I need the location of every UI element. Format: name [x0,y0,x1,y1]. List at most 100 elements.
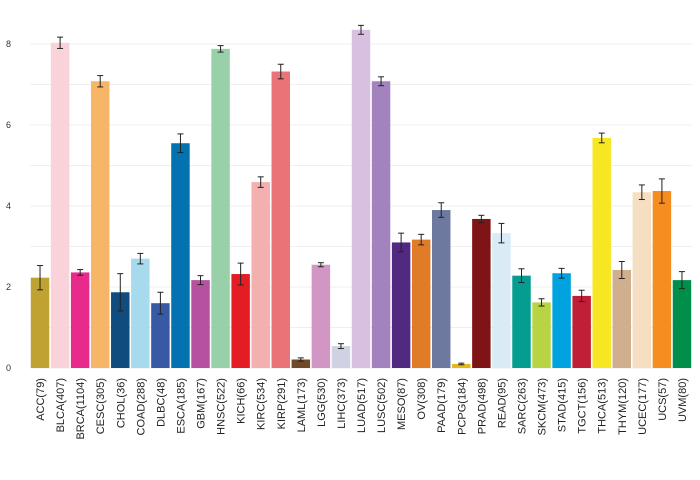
bar [512,275,531,368]
x-tick-label: ESCA(185) [175,378,187,434]
bar [231,274,250,368]
x-tick-label: UCS(57) [657,378,669,421]
error-bar [277,63,284,80]
y-axis-ticks: 0 2 4 6 8 [6,39,11,373]
error-bar [478,214,485,224]
x-tick-label: BLCA(407) [55,378,67,432]
x-tick-label: PAAD(179) [436,378,448,433]
bar [592,137,611,368]
bar [311,264,331,368]
x-tick-label: KICH(66) [236,378,248,424]
bar [411,239,431,368]
error-bar [538,298,545,307]
bar [391,242,411,368]
bar [191,280,210,368]
x-tick-label: HNSC(522) [216,378,228,435]
x-tick-label: GBM(167) [196,378,208,429]
y-tick-label: 0 [6,363,11,373]
bar [612,269,632,368]
x-tick-label: LGG(530) [316,378,328,427]
x-tick-label: BRCA(1104) [75,378,87,440]
bar [532,302,551,368]
bar [371,81,391,368]
error-bars [37,24,685,366]
error-bar [77,269,84,276]
error-bar [558,267,565,279]
bar [652,191,672,368]
x-tick-label: LIHC(373) [336,378,348,429]
error-bar [57,36,64,49]
x-tick-label: READ(95) [496,378,508,428]
bar [151,303,170,368]
x-tick-label: DLBC(48) [155,378,167,427]
error-bar [418,233,425,246]
error-bar [618,260,625,279]
bar [331,346,351,368]
error-bar [177,133,184,154]
x-tick-label: PRAD(498) [476,378,488,434]
bar [432,210,451,368]
x-tick-label: KIRC(534) [256,378,268,430]
error-bar [217,45,224,53]
error-bar [317,262,324,268]
x-tick-label: CHOL(36) [115,378,127,428]
x-tick-label: TGCT(156) [577,378,589,434]
error-bar [237,262,244,286]
error-bar [297,357,304,362]
x-tick-label: COAD(288) [135,378,147,435]
error-bar [498,222,505,244]
bar [271,71,290,368]
error-bar [197,275,204,286]
bar [291,359,311,368]
x-tick-label: STAD(415) [557,378,569,432]
error-bar [358,24,364,35]
x-tick-label: LAML(173) [296,378,308,432]
x-tick-label: OV(308) [416,378,428,420]
x-tick-label: THCA(513) [597,378,609,434]
bar [50,42,70,368]
y-tick-label: 8 [6,39,11,49]
error-bar [97,75,104,88]
x-tick-label: MESO(87) [396,378,408,430]
bar [552,273,571,368]
error-bar [157,291,164,315]
y-tick-label: 2 [6,282,11,292]
bar [572,295,591,368]
error-bar [658,178,665,204]
error-bar [598,132,605,144]
bar [111,292,130,368]
bars [30,29,692,369]
x-tick-label: SKCM(473) [537,378,549,435]
error-bar [117,273,124,312]
x-tick-label: KIRP(291) [276,378,288,429]
bar [472,218,491,368]
error-bar [518,268,525,284]
error-bar [398,232,405,253]
x-tick-label: LUSC(502) [376,378,388,433]
bar [171,143,190,368]
x-tick-label: CESC(305) [95,378,107,434]
error-bar [678,271,685,290]
y-tick-label: 6 [6,120,11,130]
x-tick-label: THYM(120) [617,378,629,435]
bar [70,272,90,368]
bar [131,258,150,368]
x-tick-label: ACC(79) [35,378,47,421]
x-tick-label: PCPG(184) [456,378,468,435]
bar [632,192,652,368]
x-tick-label: LUAD(517) [356,378,368,433]
error-bar [578,289,585,303]
error-bar [638,184,645,201]
error-bar [257,176,264,188]
error-bar [458,362,465,366]
bar [492,233,511,368]
bar [30,277,50,368]
bar [452,363,471,368]
error-bar [337,343,344,350]
y-tick-label: 4 [6,201,11,211]
error-bar [137,252,144,265]
error-bar [438,202,445,218]
error-bar [378,76,385,87]
bar [251,182,270,368]
